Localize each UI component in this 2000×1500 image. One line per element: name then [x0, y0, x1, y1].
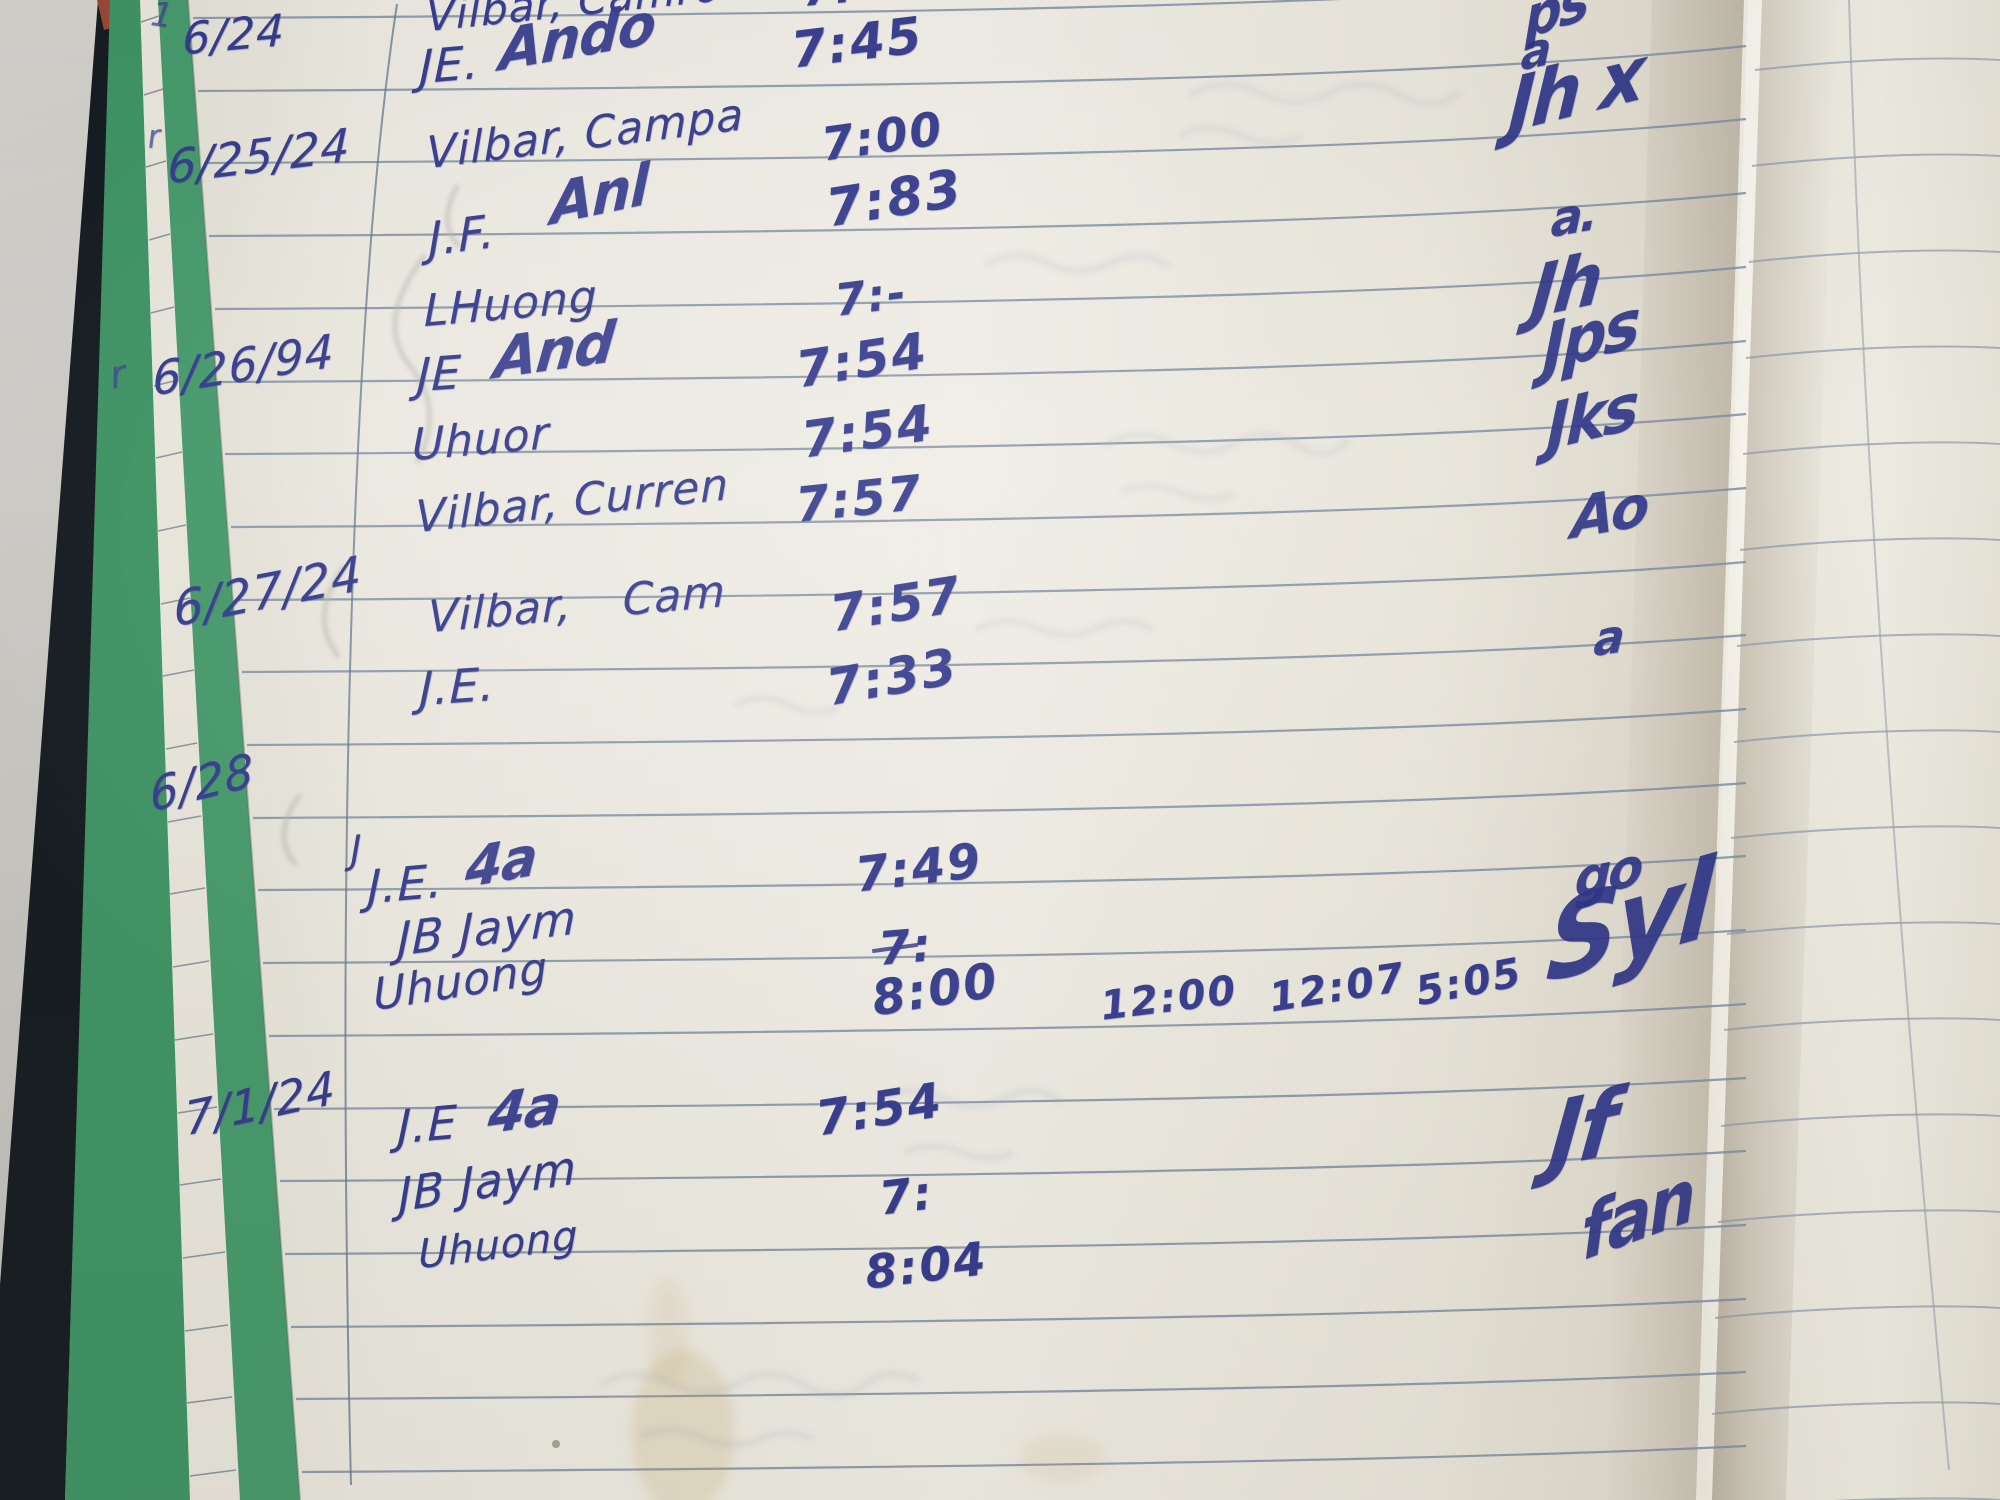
left-page-seam [187, 0, 301, 1500]
entry-4-row-1-name: J.E. [367, 853, 444, 915]
ruled-lines-left-page [192, 0, 1747, 1474]
page-stack-line-ticks [140, 15, 237, 1477]
entry-0-row-1-name: JE. [419, 34, 481, 95]
left-page-margin-line [344, 3, 398, 1486]
entry-1-row-2-time: 7:- [832, 267, 911, 327]
entry-4-row-1-signature: 4a [463, 823, 539, 901]
entry-5-row-0-signature: 4a [485, 1071, 564, 1147]
entry-2-row-0-name: JE [416, 344, 463, 403]
right-page-margin-line [1848, 0, 1950, 1471]
left-page [188, 0, 1748, 1500]
book-cover-edge [0, 0, 112, 1500]
paper-stains [631, 1275, 1106, 1500]
entry-5-row-0-name: J.E [397, 1094, 459, 1155]
margin-signature-7: Ao [1569, 472, 1649, 553]
ruled-lines-right-page [1711, 57, 2000, 1500]
gutter-shadow-right [1712, 0, 1836, 1500]
margin-signature-8: a [1592, 608, 1624, 668]
gutter-shadow-left [1606, 0, 1744, 1500]
entry-1-row-1-name: J.F. [428, 203, 496, 267]
margin-signature-11: Jf [1544, 1068, 1620, 1190]
pencil-smudges [281, 183, 462, 867]
ink-speck [552, 1440, 560, 1448]
entry-5-row-1-time: 7: [876, 1165, 937, 1226]
entry-3-row-1-name: J.E. [419, 656, 496, 717]
page-edge-green-outer [65, 0, 190, 1500]
entry-4-row-0-name: J [350, 826, 363, 873]
entry-0-date: 6/24 [182, 5, 286, 66]
page-edge-white-band [140, 0, 240, 1500]
gutter-fold-highlight [1696, 0, 1762, 1500]
page-edge-green-inner [158, 0, 300, 1500]
stray-mark: r [146, 117, 163, 156]
